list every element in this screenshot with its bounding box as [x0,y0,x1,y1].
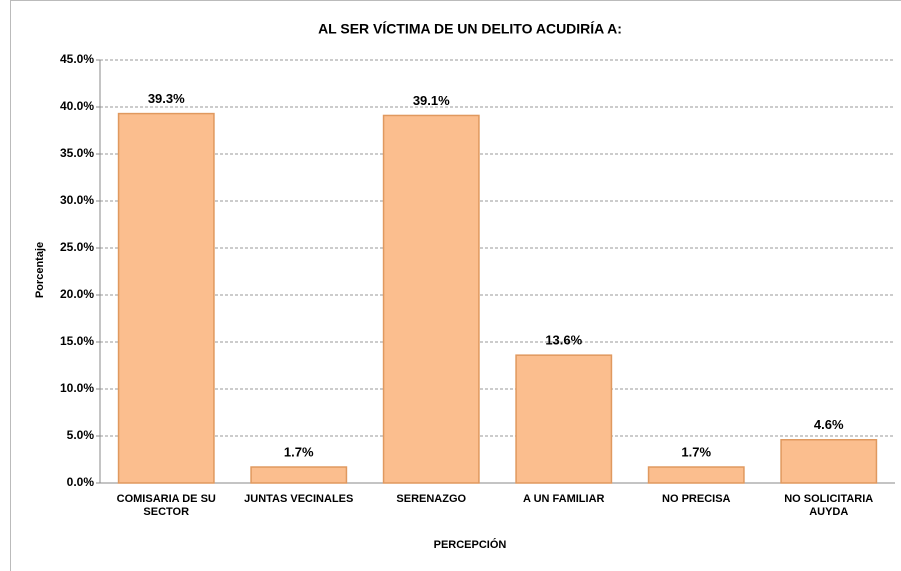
y-tick-label: 40.0% [60,99,94,113]
x-tick-label: NO PRECISA [662,493,731,505]
data-label: 1.7% [284,444,314,459]
chart-title: AL SER VÍCTIMA DE UN DELITO ACUDIRÍA A: [318,21,622,37]
y-axis-label: Porcentaje [34,242,46,298]
bar [250,466,348,484]
x-tick-label: SERENAZGO [396,493,467,505]
y-tick-label: 0.0% [67,475,95,489]
y-tick-label: 45.0% [60,52,94,66]
y-tick-label: 5.0% [67,428,95,442]
bar [117,112,215,484]
x-tick-label: JUNTAS VECINALES [244,493,354,505]
data-label: 39.1% [413,93,450,108]
y-tick-label: 35.0% [60,146,94,160]
y-tick-label: 20.0% [60,287,94,301]
chart-frame [10,0,901,571]
y-tick-label: 15.0% [60,334,94,348]
bar [647,466,745,484]
x-axis-label: PERCEPCIÓN [434,538,507,551]
y-tick-label: 10.0% [60,381,94,395]
x-tick-label: COMISARIA DE SU SECTOR [116,493,216,518]
bar [515,354,613,484]
x-tick-label: A UN FAMILIAR [523,493,605,505]
data-label: 39.3% [148,91,185,106]
y-tick-label: 25.0% [60,240,94,254]
data-label: 4.6% [814,417,844,432]
bar [382,114,480,484]
data-label: 13.6% [545,333,582,348]
bar [780,439,878,484]
y-tick-label: 30.0% [60,193,94,207]
data-label: 1.7% [681,444,711,459]
x-tick-label: NO SOLICITARIA AUYDA [784,493,874,518]
